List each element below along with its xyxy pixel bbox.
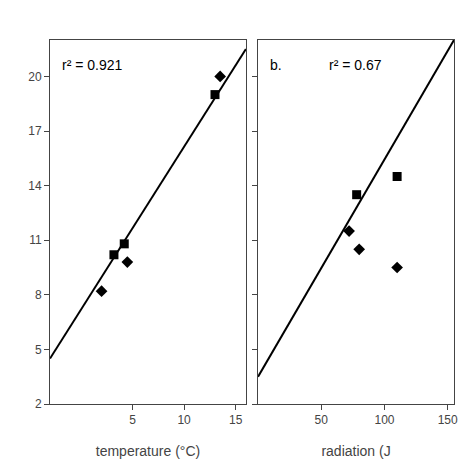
svg-text:b.: b. — [270, 57, 282, 73]
svg-text:2: 2 — [35, 397, 42, 411]
svg-text:5: 5 — [35, 343, 42, 357]
svg-text:r² = 0.67: r² = 0.67 — [329, 57, 382, 73]
svg-text:50: 50 — [315, 413, 329, 427]
svg-text:8: 8 — [35, 288, 42, 302]
svg-text:15: 15 — [229, 413, 243, 427]
svg-text:r² = 0.921: r² = 0.921 — [62, 57, 123, 73]
svg-text:temperature (°C): temperature (°C) — [96, 443, 200, 459]
svg-text:100: 100 — [374, 413, 394, 427]
svg-text:11: 11 — [29, 233, 42, 247]
svg-text:radiation (J: radiation (J — [321, 443, 390, 459]
svg-text:150: 150 — [438, 413, 458, 427]
svg-text:10: 10 — [177, 413, 191, 427]
svg-text:5: 5 — [129, 413, 136, 427]
svg-text:20: 20 — [28, 70, 42, 84]
svg-text:17: 17 — [28, 124, 42, 138]
svg-text:14: 14 — [28, 179, 42, 193]
